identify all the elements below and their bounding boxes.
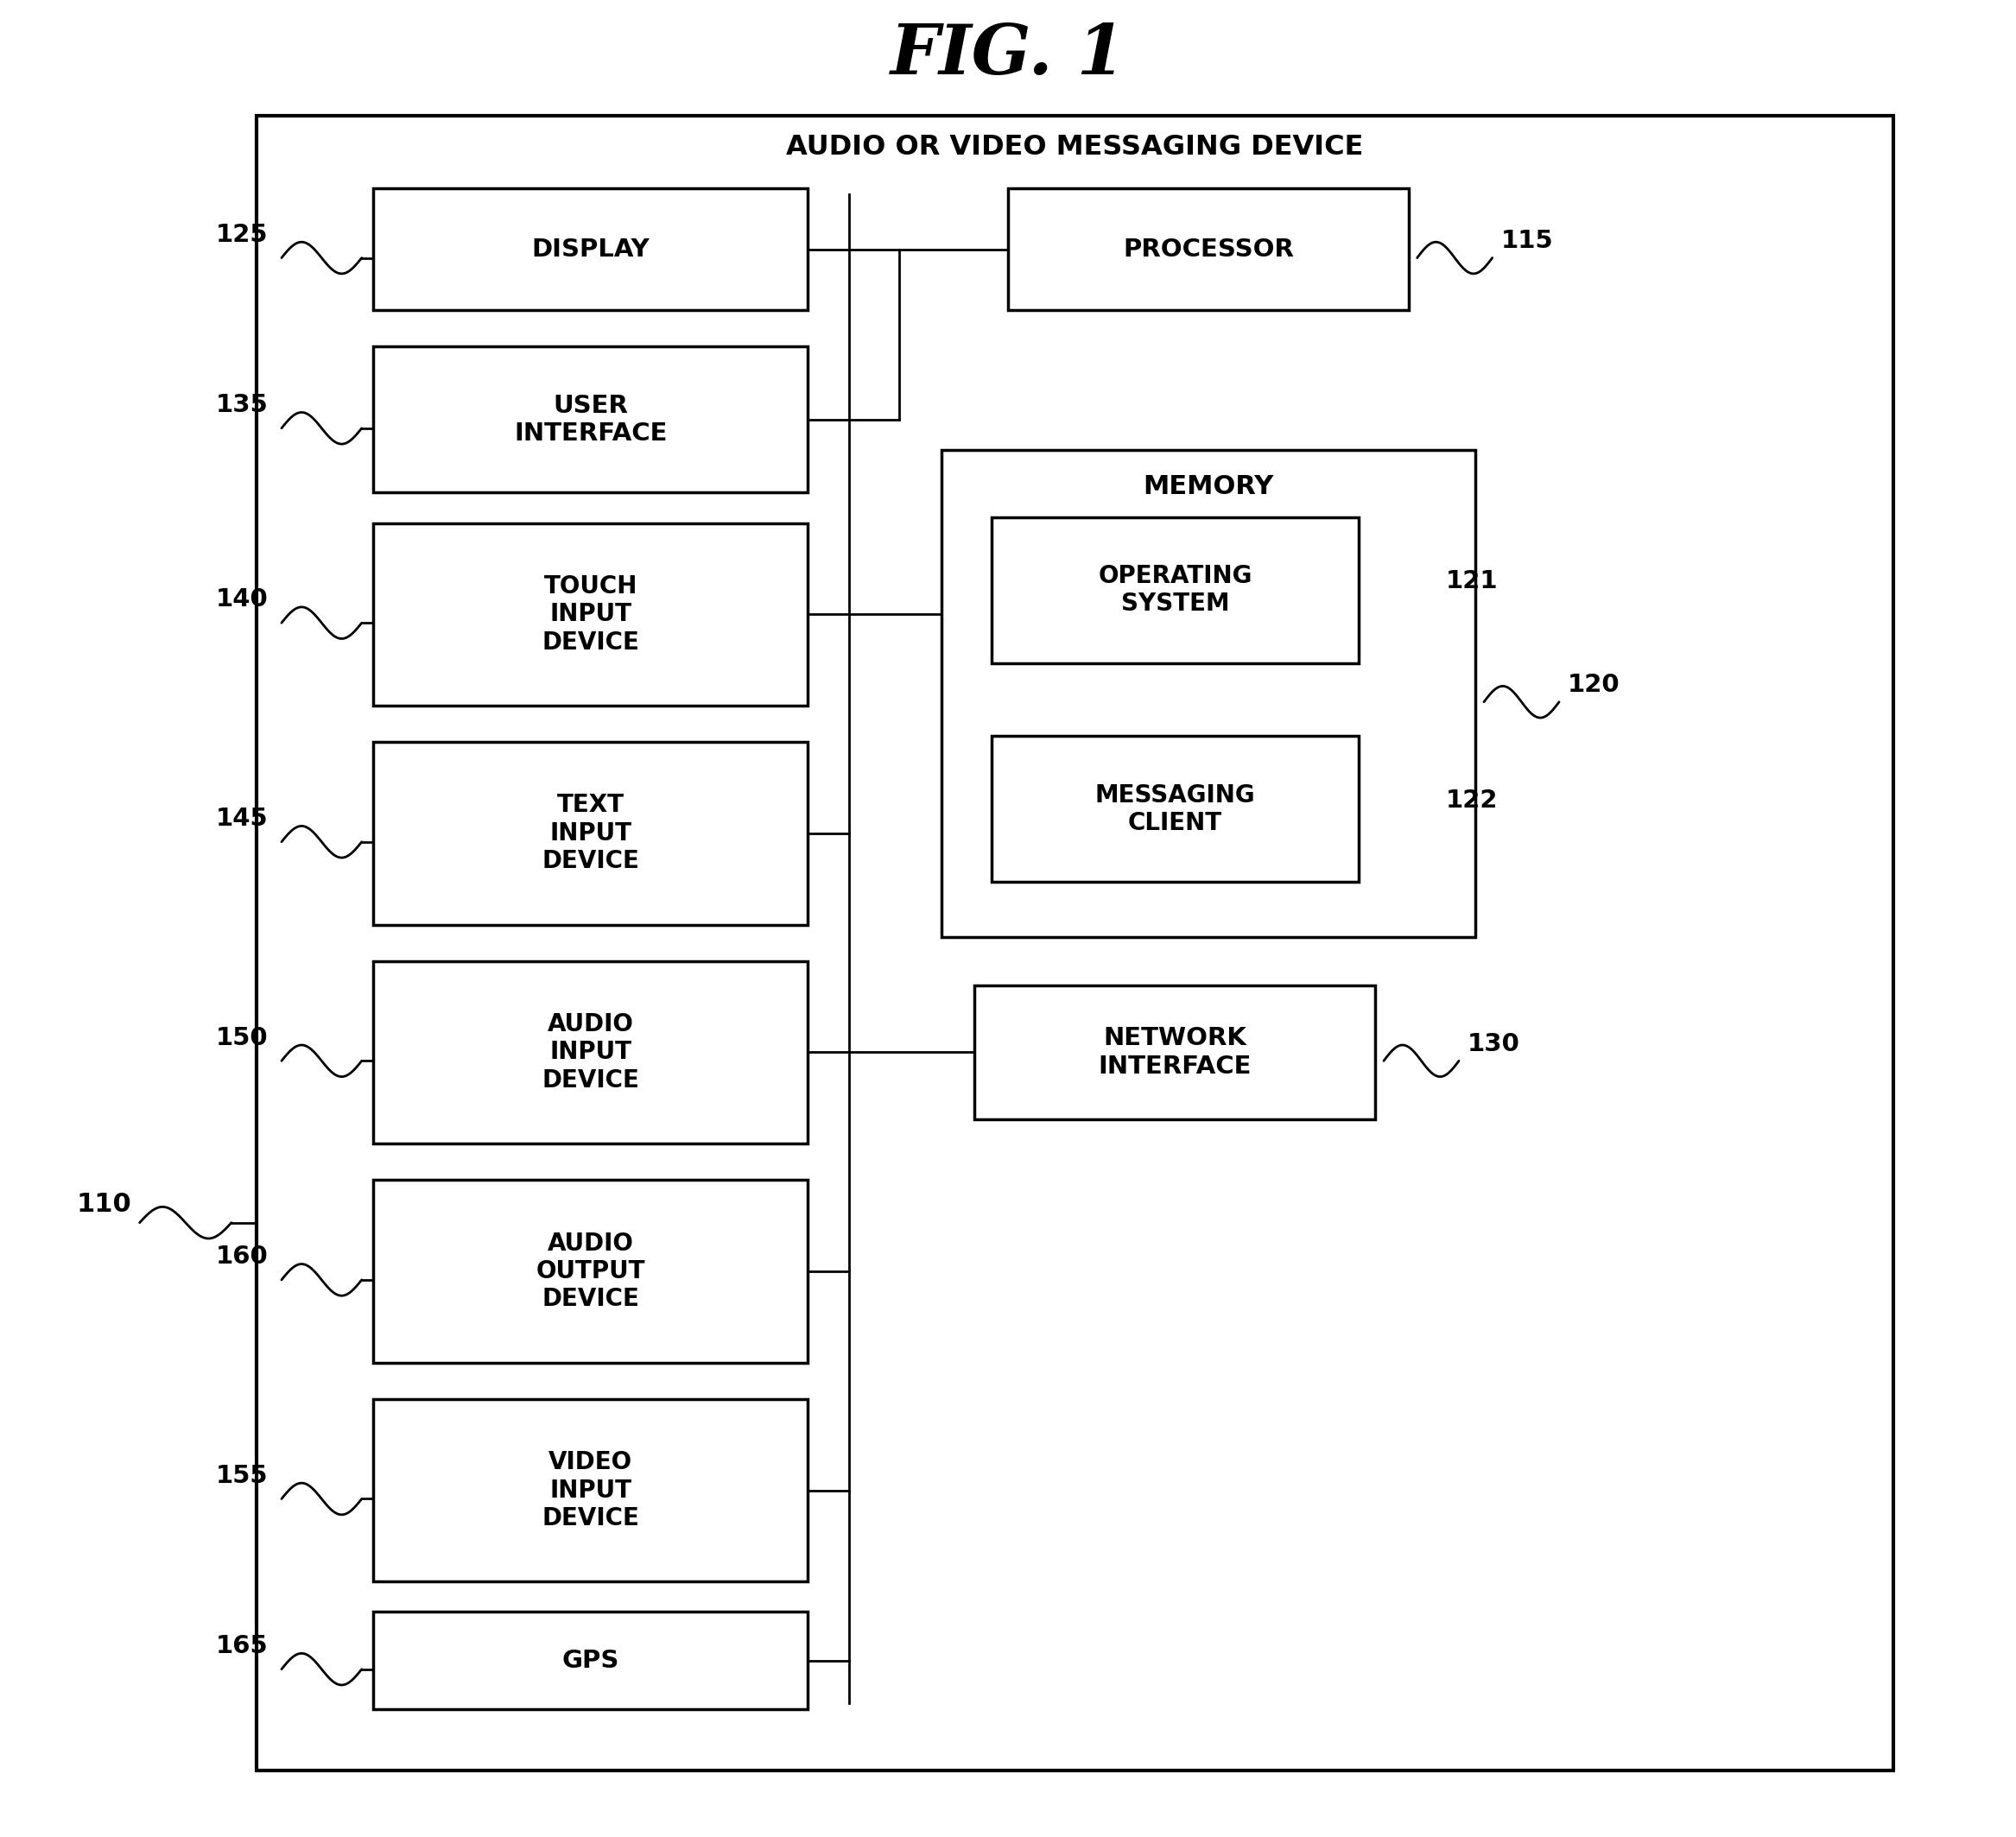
FancyBboxPatch shape bbox=[1008, 189, 1409, 310]
FancyBboxPatch shape bbox=[373, 1400, 808, 1582]
Text: 120: 120 bbox=[1568, 672, 1619, 696]
FancyBboxPatch shape bbox=[256, 116, 1893, 1771]
Text: FIG. 1: FIG. 1 bbox=[891, 22, 1125, 88]
FancyBboxPatch shape bbox=[373, 347, 808, 492]
FancyBboxPatch shape bbox=[373, 189, 808, 310]
FancyBboxPatch shape bbox=[373, 742, 808, 924]
Text: AUDIO
OUTPUT
DEVICE: AUDIO OUTPUT DEVICE bbox=[536, 1231, 645, 1312]
Text: 135: 135 bbox=[216, 393, 268, 417]
Text: MEMORY: MEMORY bbox=[1143, 474, 1274, 500]
Text: AUDIO OR VIDEO MESSAGING DEVICE: AUDIO OR VIDEO MESSAGING DEVICE bbox=[786, 134, 1363, 160]
Text: MESSAGING
CLIENT: MESSAGING CLIENT bbox=[1095, 783, 1256, 836]
Text: TEXT
INPUT
DEVICE: TEXT INPUT DEVICE bbox=[542, 794, 639, 873]
FancyBboxPatch shape bbox=[373, 524, 808, 705]
Text: 121: 121 bbox=[1445, 569, 1498, 593]
FancyBboxPatch shape bbox=[373, 1613, 808, 1710]
Text: 122: 122 bbox=[1445, 788, 1498, 812]
Text: OPERATING
SYSTEM: OPERATING SYSTEM bbox=[1099, 564, 1252, 615]
Text: 165: 165 bbox=[216, 1633, 268, 1659]
Text: 150: 150 bbox=[216, 1025, 268, 1049]
FancyBboxPatch shape bbox=[373, 961, 808, 1144]
Text: USER
INTERFACE: USER INTERFACE bbox=[514, 393, 667, 446]
Text: 145: 145 bbox=[216, 806, 268, 830]
Text: 125: 125 bbox=[216, 222, 268, 246]
FancyBboxPatch shape bbox=[941, 450, 1476, 937]
Text: NETWORK
INTERFACE: NETWORK INTERFACE bbox=[1099, 1027, 1252, 1078]
Text: 160: 160 bbox=[216, 1245, 268, 1269]
Text: GPS: GPS bbox=[562, 1648, 619, 1674]
FancyBboxPatch shape bbox=[992, 516, 1359, 663]
Text: VIDEO
INPUT
DEVICE: VIDEO INPUT DEVICE bbox=[542, 1449, 639, 1530]
Text: TOUCH
INPUT
DEVICE: TOUCH INPUT DEVICE bbox=[542, 575, 639, 654]
Text: AUDIO
INPUT
DEVICE: AUDIO INPUT DEVICE bbox=[542, 1012, 639, 1093]
Text: DISPLAY: DISPLAY bbox=[532, 237, 649, 261]
FancyBboxPatch shape bbox=[373, 1179, 808, 1363]
Text: 115: 115 bbox=[1500, 230, 1552, 254]
Text: PROCESSOR: PROCESSOR bbox=[1123, 237, 1294, 261]
Text: 110: 110 bbox=[77, 1192, 131, 1216]
FancyBboxPatch shape bbox=[992, 737, 1359, 882]
Text: 155: 155 bbox=[216, 1464, 268, 1488]
Text: 140: 140 bbox=[216, 588, 268, 612]
Text: 130: 130 bbox=[1468, 1032, 1520, 1056]
FancyBboxPatch shape bbox=[974, 985, 1375, 1119]
